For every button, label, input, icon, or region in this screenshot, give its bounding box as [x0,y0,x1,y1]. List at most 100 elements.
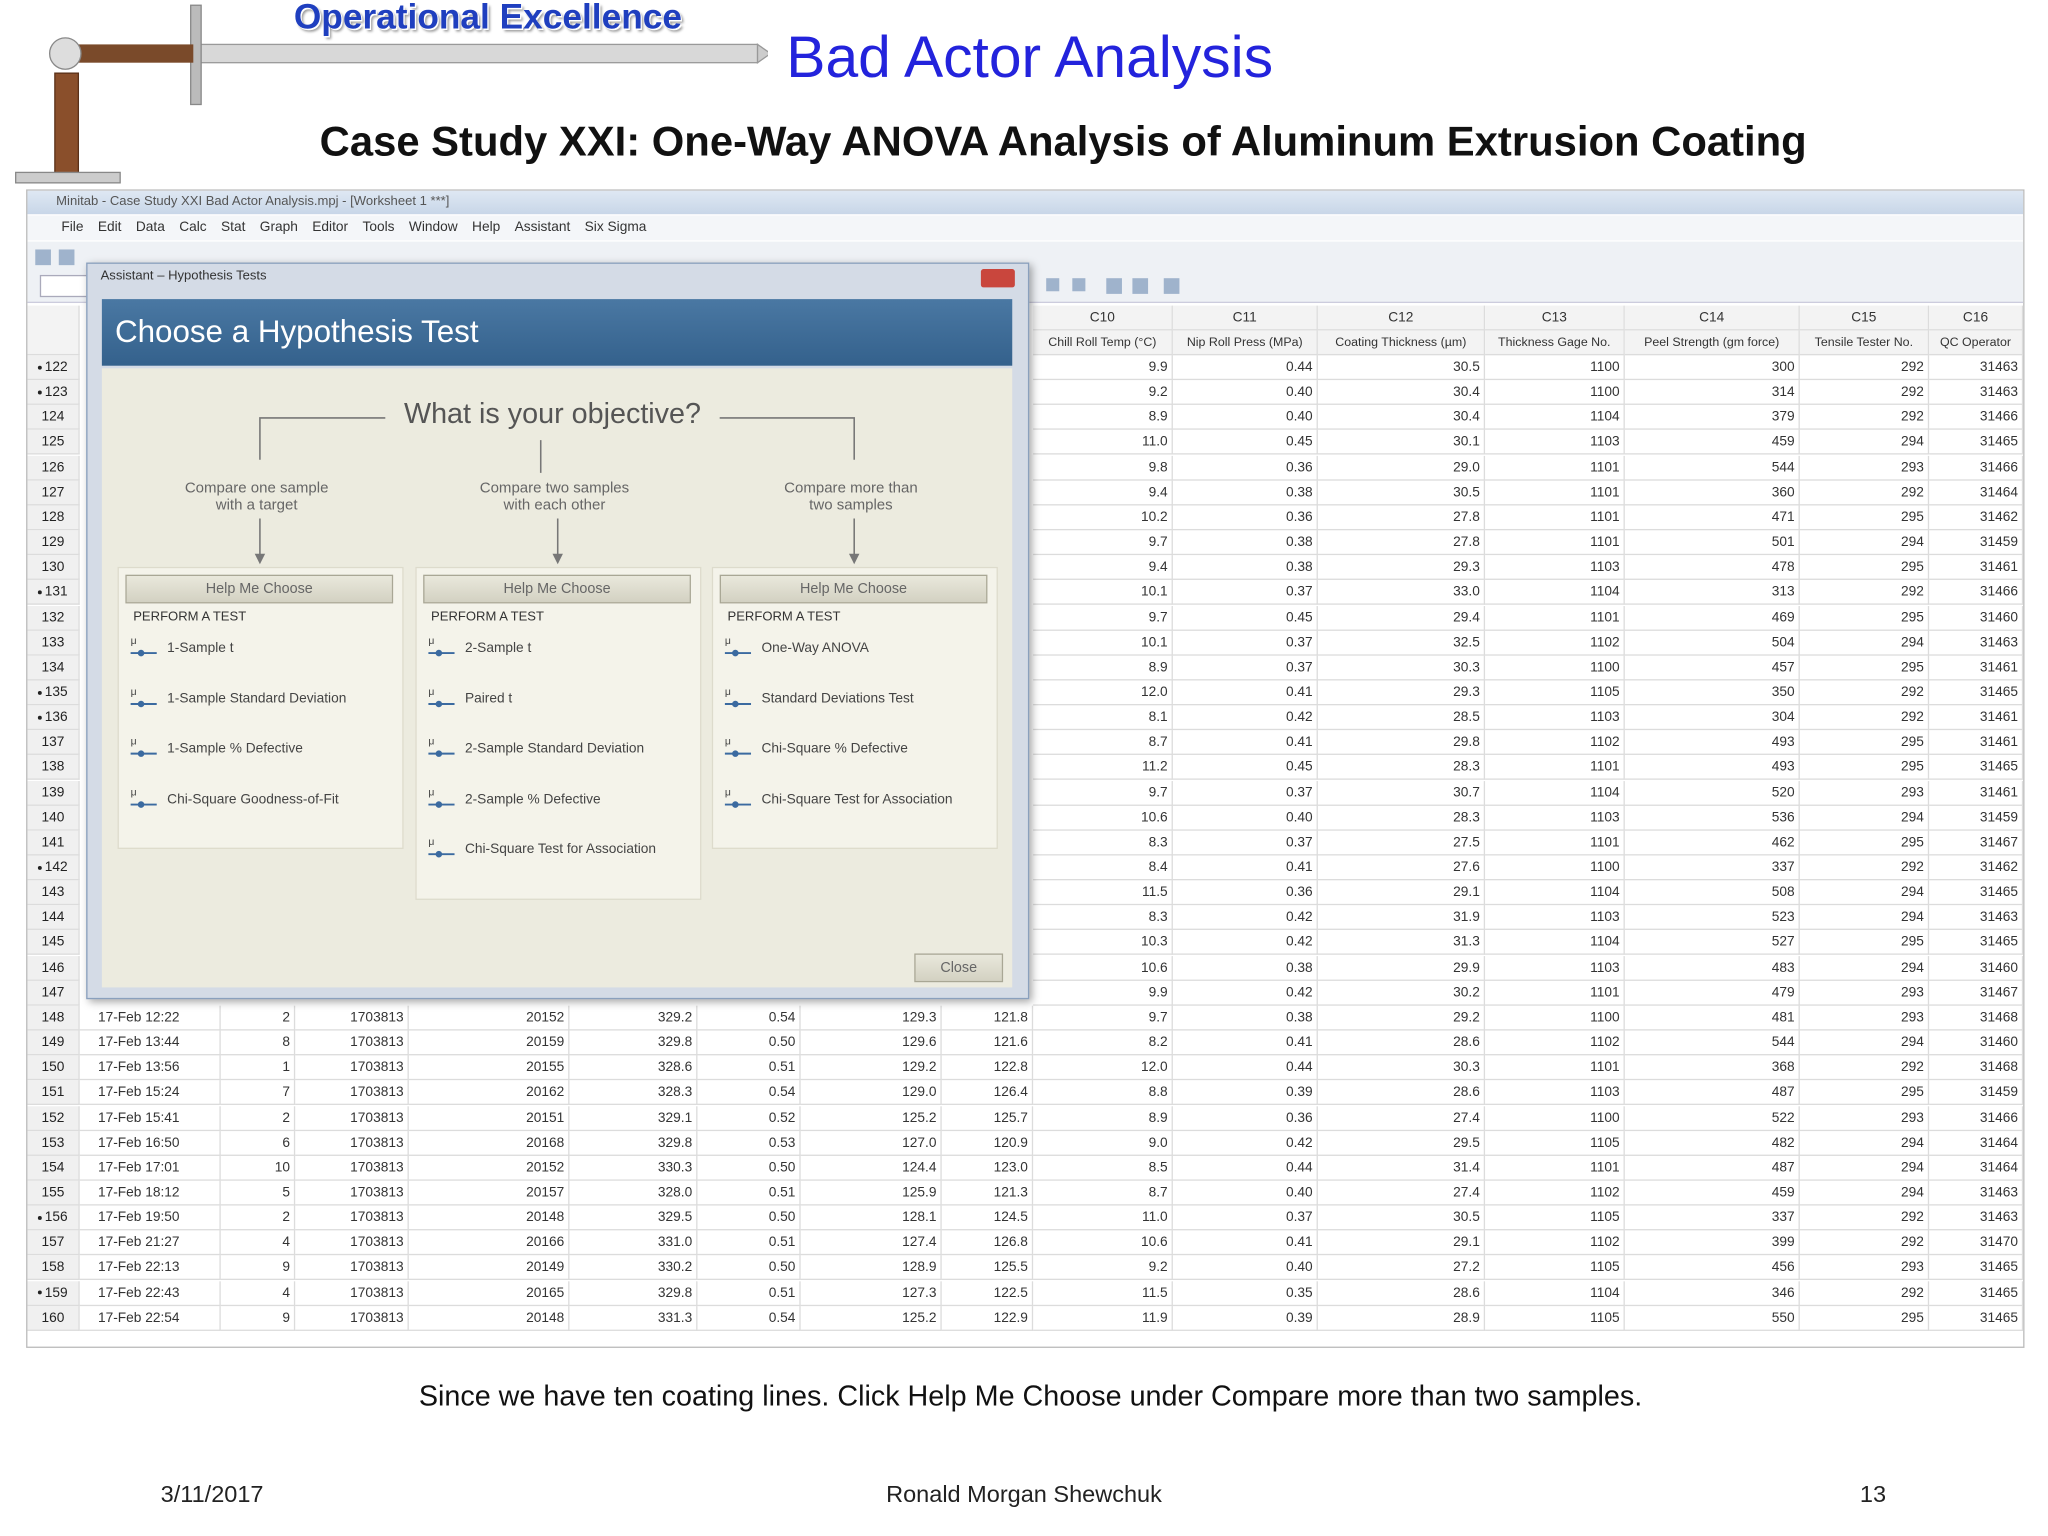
cell: 30.1 [1317,430,1486,456]
cell: 0.53 [697,1130,801,1156]
help-me-choose[interactable]: Help Me Choose [719,574,988,604]
test-link[interactable]: 1-Sample Standard Deviation [167,690,347,706]
cell: 1105 [1485,1205,1625,1231]
cell: 0.51 [697,1230,801,1256]
cell: 2 [220,1205,296,1231]
cell: 8.8 [1033,1080,1173,1106]
menu-item[interactable]: Six Sigma [584,219,647,236]
cell: 9.2 [1033,380,1173,406]
cell: 329.8 [569,1280,698,1306]
menu-item[interactable]: Calc [179,219,207,236]
cell: 0.40 [1172,405,1318,431]
test-link[interactable]: Chi-Square Test for Association [761,790,953,807]
cell: 30.5 [1317,355,1486,381]
cell: 11.5 [1033,880,1173,906]
cell: 12.0 [1033,1055,1173,1081]
cell: 0.35 [1172,1280,1318,1306]
row-label: 133 [41,634,65,650]
cell: 292 [1799,680,1930,706]
cell: 1101 [1485,455,1625,481]
cell: 294 [1799,1130,1930,1156]
test-link[interactable]: 2-Sample t [464,639,532,656]
cell: 31.3 [1317,930,1486,956]
test-link[interactable]: Paired t [464,690,513,706]
cell: 31459 [1929,1080,2024,1106]
svg-text:μ: μ [131,736,137,747]
close-button[interactable]: Close [914,953,1004,983]
cell: 4 [220,1280,296,1306]
row-number: 123 [27,380,80,406]
row-number: 141 [27,830,80,856]
test-link[interactable]: Chi-Square % Defective [761,740,908,757]
window-title: Minitab - Case Study XXI Bad Actor Analy… [27,190,2024,215]
row-label: 152 [41,1109,65,1126]
cell: 20152 [408,1005,570,1031]
cell: 1102 [1485,630,1625,656]
row-flag [38,690,43,695]
test-link[interactable]: One-Way ANOVA [761,639,869,656]
test-link[interactable]: 1-Sample t [167,639,234,656]
test-link[interactable]: 2-Sample % Defective [464,790,601,807]
cell: 30.3 [1317,1055,1486,1081]
cell: 27.5 [1317,830,1486,856]
menu-item[interactable]: Data [135,219,165,236]
cell: 0.50 [697,1205,801,1231]
row-number: 127 [27,480,80,506]
menu-item[interactable]: Help [472,219,501,236]
menu-item[interactable]: Edit [97,219,122,236]
cell: 31460 [1929,605,2024,631]
row-number: 147 [27,980,80,1006]
menu-item[interactable]: Stat [221,219,246,236]
menu-item[interactable]: Window [408,219,458,236]
menu-item[interactable]: Graph [259,219,298,236]
test-link[interactable]: Chi-Square Goodness-of-Fit [167,790,339,807]
cell: 1104 [1485,930,1625,956]
row-label: 146 [41,959,65,976]
row-flag [38,590,43,595]
menu-item[interactable]: Assistant [514,219,571,236]
hypothesis-dialog: Assistant – Hypothesis Tests Choose a Hy… [86,262,1030,1000]
row-flag [38,1215,43,1220]
cell: 1104 [1485,580,1625,606]
cell: 31463 [1929,380,2024,406]
test-link[interactable]: 2-Sample Standard Deviation [464,740,645,757]
cell: 1703813 [295,1230,409,1256]
cell: 20159 [408,1030,570,1056]
cell: 483 [1624,955,1800,981]
cell: 28.6 [1317,1030,1486,1056]
cell: 30.4 [1317,380,1486,406]
cell: 459 [1624,1180,1800,1206]
cell: 295 [1799,730,1930,756]
help-me-choose[interactable]: Help Me Choose [423,574,691,604]
cell: 17-Feb 16:50 [79,1130,221,1156]
cell: 294 [1799,530,1930,556]
cell: 523 [1624,905,1800,931]
cell: 31461 [1929,780,2024,806]
menu-item[interactable]: Editor [312,219,349,236]
cell: 10.6 [1033,955,1173,981]
cell: 20151 [408,1105,570,1131]
help-me-choose[interactable]: Help Me Choose [125,574,394,604]
menu-item[interactable]: File [61,219,84,236]
cell: 9 [220,1255,296,1281]
cell: 294 [1799,880,1930,906]
test-link[interactable]: Standard Deviations Test [761,690,914,706]
cell: 17-Feb 18:12 [79,1180,221,1206]
cell: 544 [1624,455,1800,481]
test-icon: μ [428,736,455,757]
test-link[interactable]: 1-Sample % Defective [167,740,303,757]
column-name: Coating Thickness (µm) [1317,330,1486,356]
menu-item[interactable]: Tools [362,219,395,236]
row-number: 142 [27,855,80,881]
column-name: Tensile Tester No. [1799,330,1930,356]
cell: 17-Feb 22:54 [79,1305,221,1331]
dialog-close-x[interactable] [980,269,1015,288]
cell: 9.2 [1033,1255,1173,1281]
test-link[interactable]: Chi-Square Test for Association [464,841,657,857]
test-icon: μ [428,787,455,808]
row-label: 142 [44,859,68,876]
cell: 0.45 [1172,755,1318,781]
row-label: 131 [44,584,68,600]
column-id: C15 [1799,305,1930,331]
svg-text:μ: μ [428,636,434,647]
